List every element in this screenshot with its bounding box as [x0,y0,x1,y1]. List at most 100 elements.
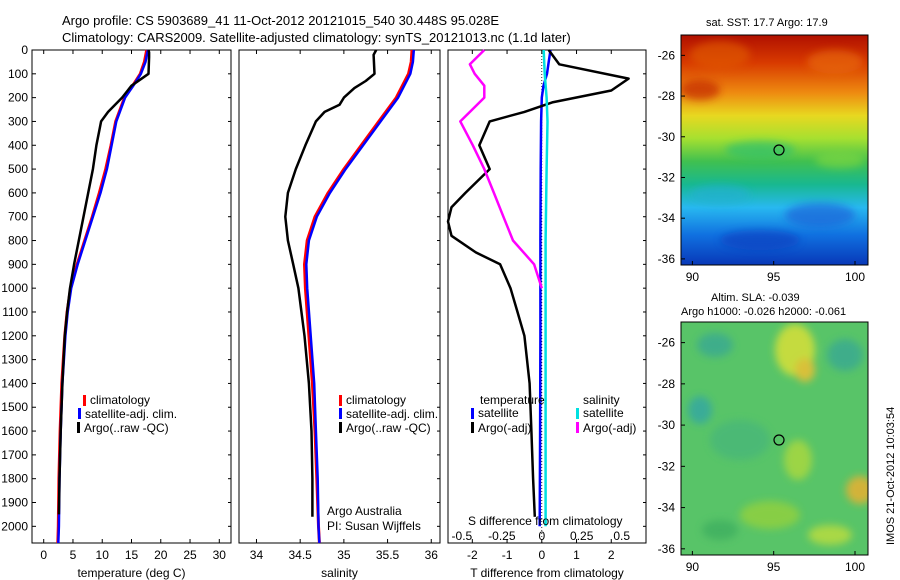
x-tick-label: 0 [40,548,47,562]
depth-tick-label: 300 [8,114,28,128]
map-x-tick-label: 90 [686,270,700,284]
float-location-marker [773,434,785,446]
series-layer [56,49,630,544]
map-y-tick-label: -28 [658,377,676,391]
legend-swatch-satellite [78,408,81,419]
legend-swatch-s-argo [576,422,579,433]
legend-label-climatology: climatology [90,393,150,407]
legend-label-s-satellite: satellite [583,406,624,420]
x-axis-label: T difference from climatology [470,566,624,580]
s-difference-axis-label: S difference from climatology [468,514,623,528]
legend-heading-temperature: temperature [480,393,545,407]
depth-tick-label: 400 [8,138,28,152]
x-tick-label: 30 [213,548,227,562]
depth-tick-label: 1800 [1,472,28,486]
map-y-tick-label: -34 [658,211,676,225]
x-tick-label: 15 [125,548,139,562]
series-line-climatology [303,49,414,544]
depth-tick-label: 600 [8,186,28,200]
x-tick-label: 25 [183,548,197,562]
temperature-panel [31,49,232,544]
depth-tick-label: 1500 [1,400,28,414]
legend-label-argo: Argo(..raw -QC) [84,421,169,435]
map-x-tick-label: 100 [845,270,865,284]
depth-tick-label: 900 [8,257,28,271]
series-line-argo-raw-qc- [57,49,151,515]
series-line-salinity-satellite [542,49,549,527]
x-tick-label: 34 [250,548,264,562]
map-y-tick-label: -26 [658,48,676,62]
x-tick-label: 20 [154,548,168,562]
x-tick-label: 35.5 [376,548,400,562]
series-line-argo-raw-qc- [284,49,378,517]
map-x-tick-label: 100 [845,560,865,574]
legend-label-t-satellite: satellite [478,406,519,420]
x-tick-label: 2 [608,548,615,562]
float-location-marker [773,144,785,156]
x-axis-label: salinity [321,566,358,580]
x-tick-label: -2 [467,548,478,562]
sst-map-title: sat. SST: 17.7 Argo: 17.9 [706,17,828,29]
map-y-tick-label: -36 [658,252,676,266]
s-tick-label: -0.5 [452,529,473,543]
depth-tick-label: 700 [8,210,28,224]
x-tick-label: -1 [502,548,513,562]
depth-tick-label: 1600 [1,424,28,438]
axes-layer: 0100200300400500600700800900100011001200… [1,43,646,580]
series-line-satellite-adj-clim- [305,49,416,544]
annotation-argo-australia: Argo Australia [327,504,402,518]
difference-panel [447,49,647,544]
map-y-tick-label: -32 [658,459,676,473]
depth-tick-label: 1900 [1,496,28,510]
map-y-tick-label: -28 [658,89,676,103]
depth-tick-label: 1200 [1,329,28,343]
legend-swatch-climatology [339,395,342,406]
map-y-tick-label: -26 [658,336,676,350]
depth-tick-label: 500 [8,162,28,176]
legend-swatch-climatology [83,395,86,406]
legend-label-argo: Argo(..raw -QC) [346,421,431,435]
map-x-tick-label: 95 [767,270,781,284]
x-tick-label: 10 [96,548,110,562]
sla-map [680,321,869,556]
depth-tick-label: 1000 [1,281,28,295]
x-tick-label: 36 [425,548,439,562]
sst-map [680,34,869,266]
salinity-panel [238,49,441,544]
series-line-temperature-satellite [538,49,552,527]
sla-map-title-2: Argo h1000: -0.026 h2000: -0.061 [681,306,846,318]
series-line-salinity-argo-adj- [459,49,543,289]
depth-tick-label: 2000 [1,519,28,533]
legend-swatch-argo [77,422,80,433]
x-tick-label: 0 [538,548,545,562]
map-axes-layer: -26 -28 -30 -32 -34 -36 90 95 100 -26 -28 -30 -32 -34… [658,48,866,574]
legend-label-climatology: climatology [346,393,406,407]
map-y-tick-label: -30 [658,418,676,432]
salinity-legend: climatology satellite-adj. clim. Argo(..… [339,393,438,435]
depth-tick-label: 1100 [2,305,28,319]
map-y-tick-label: -36 [658,542,676,556]
map-y-tick-label: -30 [658,130,676,144]
x-tick-label: 1 [573,548,580,562]
depth-tick-label: 800 [8,234,28,248]
temperature-legend: climatology satellite-adj. clim. Argo(..… [77,393,177,435]
s-tick-label: -0.25 [488,529,516,543]
legend-label-s-argo: Argo(-adj) [583,421,636,435]
difference-legend: temperature salinity satellite Argo(-adj… [471,393,636,435]
title-line1: Argo profile: CS 5903689_41 11-Oct-2012 … [62,13,499,28]
x-axis-label: temperature (deg C) [77,566,185,580]
title-line2: Climatology: CARS2009. Satellite-adjuste… [62,30,571,45]
depth-tick-label: 200 [8,91,28,105]
depth-tick-label: 0 [21,43,28,57]
legend-heading-salinity: salinity [583,393,620,407]
map-x-tick-label: 90 [686,560,700,574]
legend-label-satellite: satellite-adj. clim. [346,407,438,421]
depth-tick-label: 1700 [1,448,28,462]
legend-swatch-s-satellite [576,408,579,419]
legend-swatch-satellite [339,408,342,419]
legend-label-satellite: satellite-adj. clim. [85,407,177,421]
depth-tick-label: 1300 [1,353,28,367]
legend-swatch-argo [339,422,342,433]
x-tick-label: 34.5 [288,548,312,562]
